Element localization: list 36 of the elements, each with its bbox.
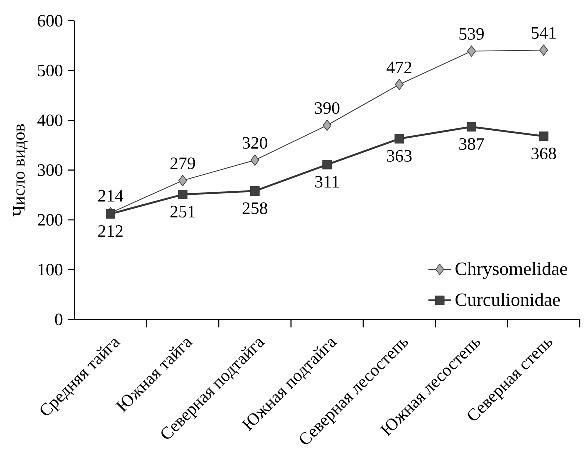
point — [467, 46, 476, 58]
data-label: 363 — [387, 150, 412, 162]
point — [322, 160, 332, 170]
data-label: 387 — [460, 138, 484, 150]
data-label: 311 — [315, 176, 339, 188]
data-label: 541 — [532, 27, 556, 39]
data-label: 368 — [532, 148, 556, 160]
y-tick-label: 0 — [55, 314, 63, 326]
data-label: 472 — [386, 62, 412, 74]
data-label: 320 — [242, 137, 268, 149]
point — [539, 132, 549, 142]
data-label: 212 — [98, 226, 123, 237]
legend-label: Curculionidae — [456, 293, 560, 306]
y-tick-label: 200 — [38, 214, 63, 226]
point — [323, 120, 332, 132]
point — [540, 44, 548, 56]
y-tick-label: 100 — [38, 264, 63, 276]
point — [394, 134, 404, 144]
point — [178, 190, 188, 200]
y-tick-label: 400 — [38, 114, 63, 126]
data-label: 258 — [242, 202, 268, 214]
point — [395, 79, 404, 90]
data-label: 539 — [460, 28, 484, 40]
y-tick-label: 300 — [38, 164, 63, 176]
data-label: 390 — [315, 102, 340, 114]
point — [250, 154, 260, 166]
point — [250, 186, 260, 196]
y-axis-title: Число видов — [13, 124, 28, 217]
data-label: 251 — [170, 206, 195, 218]
y-tick-label: 600 — [38, 15, 63, 27]
y-tick-label: 500 — [38, 64, 63, 77]
data-label: 279 — [170, 158, 196, 170]
point — [466, 122, 476, 132]
data-label: 214 — [98, 190, 124, 202]
legend-label: Chrysomelidae — [456, 262, 568, 280]
point — [178, 175, 188, 186]
